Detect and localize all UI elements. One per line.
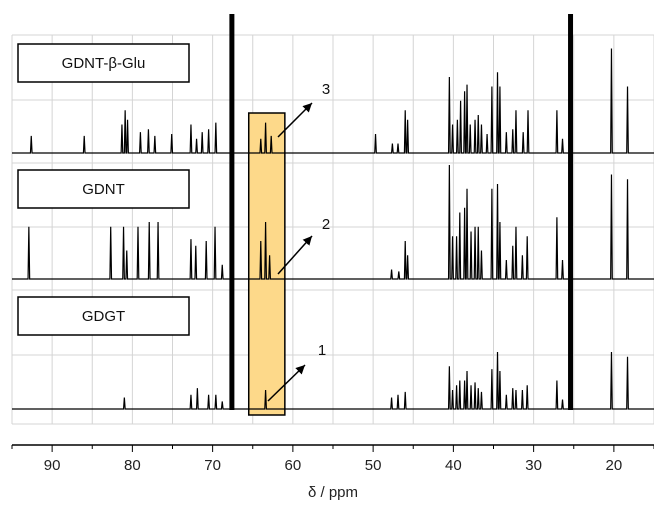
grid-lines [11, 34, 654, 425]
x-tick-label: 60 [285, 457, 302, 474]
spectrum-label-text: GDGT [82, 308, 125, 325]
spectrum-label-text: GDNT-β-Glu [62, 55, 146, 72]
spectrum-label-box: GDNT-β-Glu [17, 43, 190, 83]
peak-annotations: 3 2 1 [267, 81, 330, 402]
x-axis-label: δ / ppm [308, 484, 358, 501]
spectrum-line [12, 164, 654, 280]
x-axis: 90 80 70 60 50 40 30 20 [11, 444, 654, 474]
spectrum-line [12, 48, 654, 154]
x-tick-label: 40 [445, 457, 462, 474]
x-tick-label: 70 [204, 457, 221, 474]
spectra [12, 48, 654, 410]
annotation-arrow [267, 364, 306, 402]
annotation-arrow [277, 102, 313, 138]
solvent-lines [229, 14, 574, 410]
x-tick-label: 30 [525, 457, 542, 474]
highlight-box [247, 112, 286, 416]
annotation-number: 3 [322, 81, 330, 98]
annotation-arrow [277, 235, 313, 275]
spectrum-labels: GDNT-β-Glu GDNT GDGT [17, 43, 190, 336]
highlight-region [247, 112, 286, 416]
spectrum-label-box: GDGT [17, 296, 190, 336]
x-tick-label: 50 [365, 457, 382, 474]
spectrum-line [12, 351, 654, 410]
x-tick-label: 20 [606, 457, 623, 474]
annotation-number: 1 [318, 342, 326, 359]
x-tick-label: 90 [44, 457, 61, 474]
x-tick-label: 80 [124, 457, 141, 474]
spectrum-label-text: GDNT [82, 181, 125, 198]
annotation-number: 2 [322, 216, 330, 233]
spectrum-label-box: GDNT [17, 169, 190, 209]
